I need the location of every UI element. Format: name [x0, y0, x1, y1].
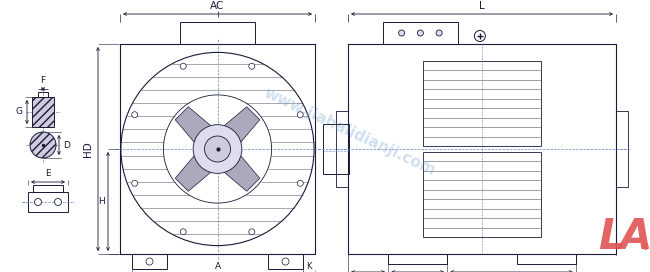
- Text: AC: AC: [211, 1, 225, 11]
- Bar: [383, 22, 458, 44]
- Text: F: F: [40, 76, 46, 85]
- Bar: [28, 192, 68, 212]
- Text: A: A: [620, 216, 650, 258]
- Bar: [323, 124, 349, 174]
- Text: H: H: [98, 197, 105, 206]
- Circle shape: [180, 229, 186, 235]
- Circle shape: [436, 30, 442, 36]
- Circle shape: [132, 112, 138, 118]
- Circle shape: [55, 199, 62, 206]
- Bar: [38, 92, 48, 97]
- Circle shape: [417, 30, 423, 36]
- Bar: [423, 152, 541, 237]
- Polygon shape: [176, 156, 211, 191]
- Text: L: L: [479, 1, 485, 11]
- Text: ®: ®: [642, 243, 649, 252]
- Circle shape: [282, 258, 289, 265]
- Circle shape: [297, 112, 304, 118]
- Circle shape: [398, 30, 404, 36]
- Text: K: K: [306, 262, 312, 271]
- Circle shape: [146, 258, 153, 265]
- Circle shape: [249, 63, 255, 69]
- Bar: [181, 22, 255, 44]
- Bar: [268, 254, 303, 269]
- Bar: [348, 44, 616, 254]
- Bar: [132, 254, 167, 269]
- Polygon shape: [176, 107, 211, 142]
- Bar: [423, 61, 541, 146]
- Bar: [32, 97, 54, 127]
- Text: D: D: [63, 141, 70, 150]
- Text: www.jiahaiidianji.com: www.jiahaiidianji.com: [262, 86, 438, 178]
- Text: HD: HD: [83, 141, 93, 157]
- Circle shape: [180, 63, 186, 69]
- Circle shape: [297, 180, 304, 186]
- Text: E: E: [46, 169, 51, 178]
- Bar: [120, 44, 315, 254]
- Circle shape: [249, 229, 255, 235]
- Text: G: G: [16, 107, 23, 116]
- Bar: [33, 185, 63, 192]
- Circle shape: [30, 132, 56, 158]
- Text: L: L: [598, 216, 625, 258]
- Bar: [388, 254, 447, 264]
- Bar: [336, 111, 348, 187]
- Circle shape: [132, 180, 138, 186]
- Polygon shape: [224, 107, 260, 142]
- Circle shape: [193, 125, 242, 173]
- Text: A: A: [214, 262, 220, 271]
- Polygon shape: [224, 156, 260, 191]
- Bar: [616, 111, 628, 187]
- Circle shape: [205, 136, 231, 162]
- Circle shape: [34, 199, 42, 206]
- Bar: [517, 254, 576, 264]
